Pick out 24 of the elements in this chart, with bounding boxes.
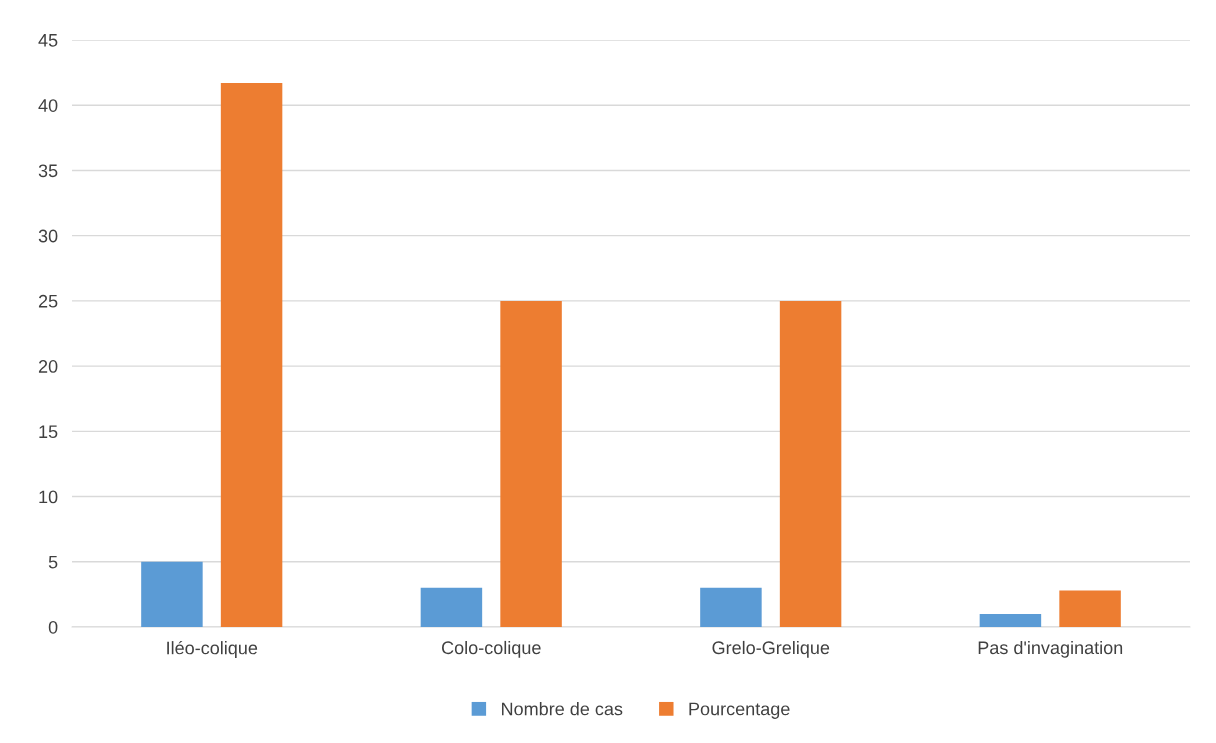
bar	[779, 300, 842, 627]
bar	[420, 587, 483, 627]
y-tick-label: 20	[38, 360, 58, 373]
y-tick-label: 40	[38, 99, 58, 112]
y-tick-label: 35	[38, 164, 58, 178]
y-tick-label: 10	[39, 490, 58, 504]
y-tick-label: 30	[38, 229, 58, 243]
bar	[1059, 590, 1121, 627]
legend-label: Nombre de cas	[502, 702, 623, 716]
y-tick-label: 25	[38, 294, 58, 308]
bar	[979, 613, 1042, 627]
bar	[700, 587, 762, 627]
bar	[220, 83, 283, 627]
x-tick-label: Iléo-colique	[167, 640, 258, 658]
x-tick-label: Colo-colique	[441, 640, 541, 658]
y-tick-label: 5	[48, 555, 58, 569]
x-tick-label: Grelo-Grelique	[712, 640, 830, 658]
x-tick-label: Pas d'invagination	[978, 640, 1123, 658]
y-tick-label: 15	[39, 425, 58, 439]
y-tick-label: 45	[38, 34, 58, 47]
bar	[141, 561, 203, 627]
legend-label: Pourcentage	[689, 702, 790, 719]
bar	[500, 300, 562, 627]
y-tick-label: 0	[48, 620, 58, 634]
